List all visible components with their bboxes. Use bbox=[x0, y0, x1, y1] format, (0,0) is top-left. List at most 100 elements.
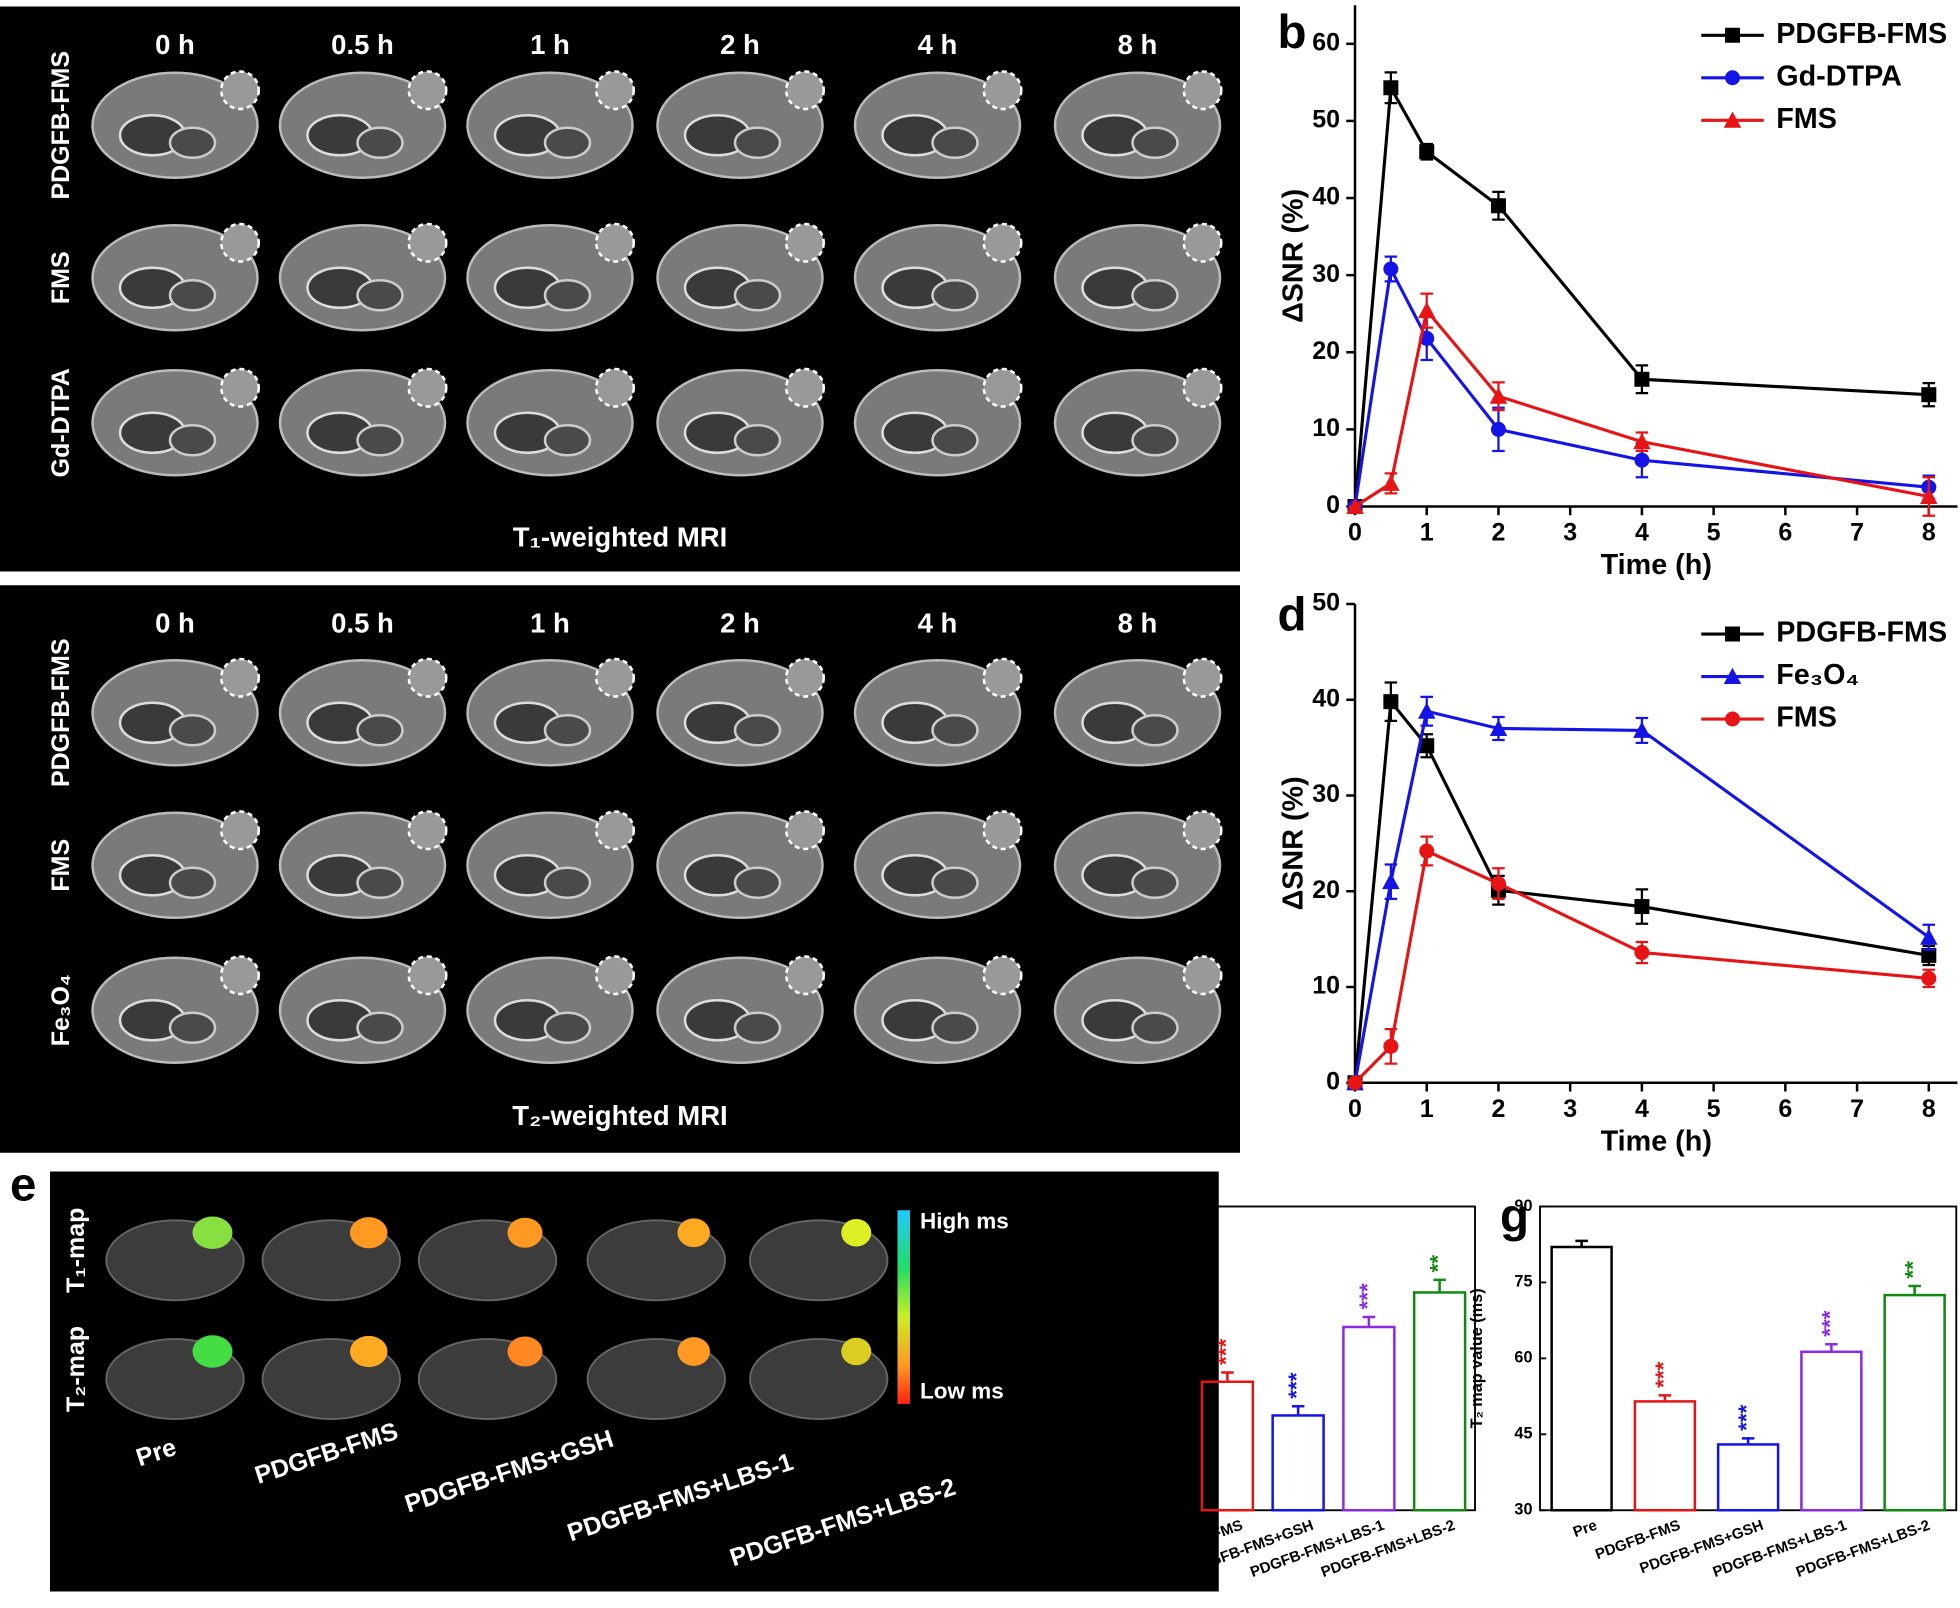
error-bar bbox=[1908, 1284, 1921, 1296]
row-label: FMS bbox=[47, 251, 75, 304]
marker bbox=[1489, 387, 1508, 404]
row-label: Gd-DTPA bbox=[47, 368, 75, 477]
bar bbox=[1633, 1400, 1697, 1512]
error-bar bbox=[1741, 1437, 1755, 1445]
series-line bbox=[1353, 82, 1929, 507]
tumor-outline bbox=[407, 222, 448, 263]
marker bbox=[1634, 371, 1650, 387]
organ bbox=[543, 866, 592, 899]
organ bbox=[1131, 1011, 1179, 1044]
error-bar bbox=[1291, 1405, 1305, 1416]
marker bbox=[1347, 1075, 1363, 1091]
organ bbox=[931, 279, 979, 312]
legend-label: Fe₃O₄ bbox=[1776, 659, 1859, 691]
marker bbox=[1723, 111, 1742, 128]
x-axis-label: Time (h) bbox=[1601, 1125, 1712, 1157]
panel-caption: T₁-weighted MRI bbox=[513, 521, 728, 552]
map-row-label: T₁-map bbox=[62, 1208, 90, 1293]
tumor-outline bbox=[982, 70, 1023, 111]
y-tick-label: 20 bbox=[1312, 337, 1340, 365]
panel-letter: g bbox=[1500, 1190, 1529, 1243]
marker bbox=[1633, 721, 1651, 738]
organ bbox=[1131, 866, 1179, 899]
y-tick-label: 75 bbox=[1514, 1273, 1532, 1291]
time-label: 8 h bbox=[1118, 29, 1158, 60]
plot-frame bbox=[1539, 1205, 1958, 1512]
organ bbox=[931, 714, 979, 747]
legend-label: FMS bbox=[1776, 103, 1837, 135]
tumor-outline bbox=[785, 955, 825, 996]
organ bbox=[733, 424, 782, 457]
map-tumor bbox=[677, 1218, 710, 1248]
marker bbox=[1920, 928, 1938, 945]
organ bbox=[356, 714, 404, 747]
panel-caption: T₂-weighted MRI bbox=[512, 1100, 727, 1131]
row-label: PDGFB-FMS bbox=[47, 638, 75, 787]
tumor-outline bbox=[407, 70, 448, 111]
x-axis-label: Time (h) bbox=[1601, 549, 1712, 581]
tumor-outline bbox=[220, 810, 260, 851]
x-tick-label: 0 bbox=[1348, 519, 1362, 547]
colorbar-label: Low ms bbox=[920, 1379, 1004, 1404]
organ bbox=[543, 279, 592, 312]
tumor-outline bbox=[982, 955, 1023, 996]
y-axis-label: ΔSNR (%) bbox=[1278, 189, 1310, 323]
organ bbox=[543, 714, 592, 747]
bar bbox=[1883, 1293, 1946, 1512]
marker bbox=[1383, 261, 1399, 277]
map-tumor bbox=[677, 1337, 710, 1366]
x-tick-label: 3 bbox=[1563, 519, 1577, 547]
tumor-outline bbox=[595, 70, 635, 111]
y-tick-label: 30 bbox=[1312, 780, 1340, 808]
bar bbox=[1716, 1443, 1780, 1512]
time-label: 0.5 h bbox=[331, 29, 394, 60]
tumor-outline bbox=[1182, 810, 1223, 851]
marker bbox=[1921, 970, 1937, 986]
row-label: PDGFB-FMS bbox=[47, 51, 75, 200]
organ bbox=[168, 1011, 217, 1044]
marker bbox=[1634, 899, 1650, 915]
organ bbox=[168, 866, 217, 899]
y-tick-label: 50 bbox=[1312, 106, 1340, 134]
error-bar bbox=[1575, 1239, 1588, 1247]
time-label: 2 h bbox=[720, 29, 760, 60]
significance: *** bbox=[1355, 1283, 1380, 1310]
y-tick-label: 1500 bbox=[1078, 1417, 1114, 1435]
tumor-outline bbox=[220, 367, 260, 408]
marker bbox=[1633, 432, 1651, 450]
organ bbox=[931, 866, 979, 899]
tumor-outline bbox=[982, 367, 1023, 408]
map-tumor bbox=[350, 1335, 388, 1368]
map-tumor bbox=[507, 1336, 543, 1367]
y-tick-label: 2000 bbox=[1078, 1334, 1114, 1352]
significance: *** bbox=[1817, 1310, 1842, 1337]
x-tick-label: 2 bbox=[1491, 1095, 1505, 1123]
panel-letter: b bbox=[1278, 6, 1307, 59]
map-tumor bbox=[507, 1217, 543, 1248]
tumor-outline bbox=[220, 955, 260, 996]
y-tick-label: 0 bbox=[1326, 491, 1340, 519]
tumor-outline bbox=[407, 810, 448, 851]
x-tick-label: 5 bbox=[1707, 1095, 1721, 1123]
organ bbox=[931, 424, 979, 457]
marker bbox=[1725, 626, 1740, 642]
organ bbox=[931, 1011, 979, 1044]
tumor-outline bbox=[1182, 657, 1223, 698]
y-tick-label: 40 bbox=[1312, 684, 1340, 712]
x-tick-label: 8 bbox=[1922, 1095, 1936, 1123]
tumor-outline bbox=[1182, 367, 1223, 408]
significance: *** bbox=[1651, 1361, 1676, 1388]
x-tick-label: 5 bbox=[1707, 519, 1721, 547]
marker bbox=[1382, 872, 1400, 890]
tumor-outline bbox=[1182, 222, 1223, 263]
marker bbox=[1723, 667, 1742, 684]
x-tick-label: 3 bbox=[1563, 1095, 1577, 1123]
organ bbox=[168, 424, 217, 457]
marker bbox=[1417, 702, 1436, 719]
time-label: 4 h bbox=[918, 608, 958, 639]
organ bbox=[1131, 279, 1179, 312]
y-tick-label: 20 bbox=[1312, 876, 1340, 904]
y-tick-label: 10 bbox=[1312, 972, 1340, 1000]
bar bbox=[1800, 1350, 1863, 1512]
marker bbox=[1490, 198, 1506, 214]
